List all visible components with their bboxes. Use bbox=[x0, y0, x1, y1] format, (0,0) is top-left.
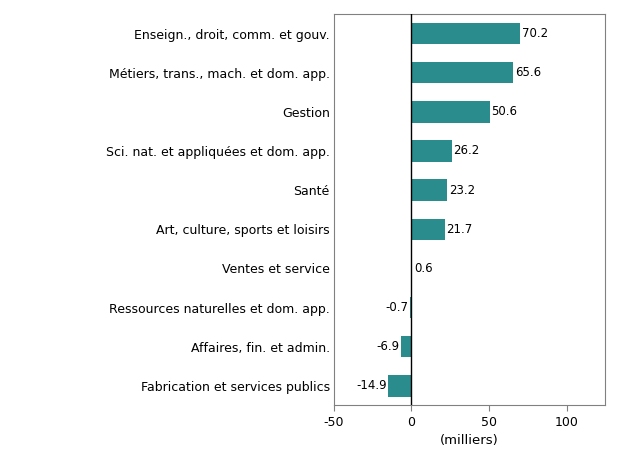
Bar bbox=[411, 23, 520, 44]
Bar bbox=[388, 375, 411, 397]
Text: -6.9: -6.9 bbox=[376, 340, 399, 353]
Text: 26.2: 26.2 bbox=[454, 144, 480, 158]
Text: 23.2: 23.2 bbox=[449, 184, 475, 197]
Text: -14.9: -14.9 bbox=[356, 379, 387, 392]
Bar bbox=[411, 62, 513, 83]
Text: 65.6: 65.6 bbox=[515, 66, 541, 79]
Bar bbox=[411, 179, 447, 201]
Text: 70.2: 70.2 bbox=[522, 27, 548, 40]
Bar bbox=[411, 258, 412, 279]
Text: 0.6: 0.6 bbox=[414, 262, 432, 275]
Bar bbox=[411, 101, 490, 123]
Text: -0.7: -0.7 bbox=[386, 301, 409, 314]
Text: 50.6: 50.6 bbox=[492, 105, 517, 118]
Text: 21.7: 21.7 bbox=[447, 223, 473, 236]
Bar bbox=[401, 336, 411, 357]
X-axis label: (milliers): (milliers) bbox=[440, 434, 499, 447]
Bar bbox=[411, 140, 452, 162]
Bar bbox=[411, 219, 445, 240]
